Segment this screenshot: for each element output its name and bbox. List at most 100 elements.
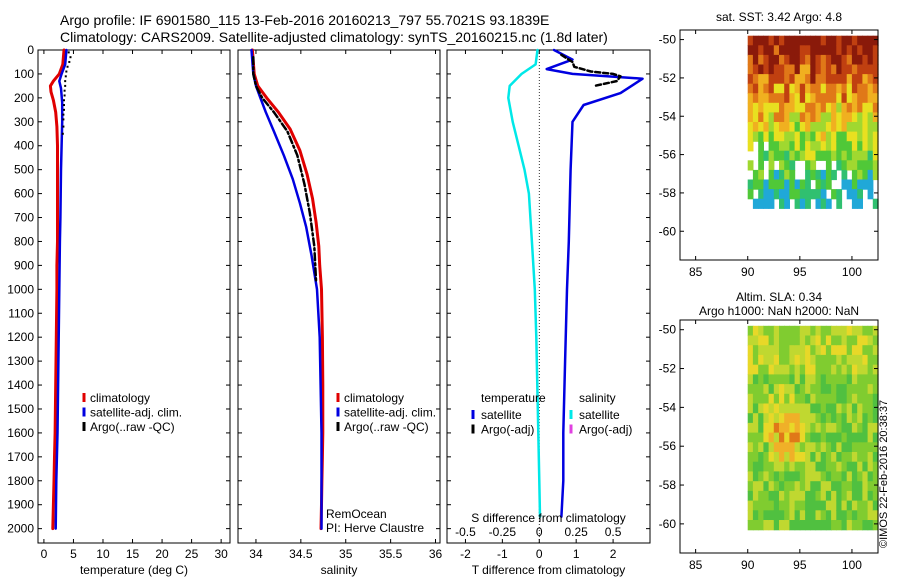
heatmap-cell bbox=[836, 422, 843, 434]
heatmap-cell bbox=[815, 403, 822, 414]
y-tick-label: 900 bbox=[14, 258, 34, 272]
heatmap-cell bbox=[768, 160, 775, 171]
heatmap-cell bbox=[752, 198, 759, 209]
heatmap-cell bbox=[752, 54, 759, 66]
heatmap-cell bbox=[841, 442, 848, 453]
heatmap-cell bbox=[763, 150, 770, 161]
heatmap-cell bbox=[831, 393, 837, 405]
y-tick-label: 1600 bbox=[7, 426, 34, 440]
heatmap-cell bbox=[805, 471, 811, 482]
heatmap-cell bbox=[846, 189, 853, 200]
heatmap-cell bbox=[810, 520, 817, 531]
heatmap-cell bbox=[820, 452, 827, 463]
heatmap-cell bbox=[810, 35, 817, 46]
heatmap-cell bbox=[820, 510, 827, 521]
heatmap-cell bbox=[872, 403, 879, 414]
heatmap-cell bbox=[825, 45, 832, 56]
heatmap-cell bbox=[831, 520, 837, 531]
heatmap-cell bbox=[862, 160, 869, 171]
heatmap-cell bbox=[836, 102, 843, 113]
heatmap-cell bbox=[851, 198, 858, 209]
heatmap-cell bbox=[820, 150, 827, 161]
legend-label: satellite-adj. clim. bbox=[344, 406, 436, 420]
heatmap-cell bbox=[825, 374, 832, 385]
data-point-temperature bbox=[66, 65, 69, 68]
heatmap-cell bbox=[846, 432, 853, 443]
heatmap-cell bbox=[825, 413, 832, 424]
heatmap-cell bbox=[825, 325, 832, 337]
heatmap-cell bbox=[867, 481, 874, 492]
series-line-differences bbox=[545, 48, 644, 518]
heatmap-cell bbox=[862, 490, 869, 502]
heatmap-cell bbox=[752, 64, 759, 75]
heatmap-cell bbox=[763, 102, 770, 113]
heatmap-cell bbox=[867, 345, 874, 356]
heatmap-cell bbox=[851, 403, 858, 414]
heatmap-cell bbox=[789, 102, 796, 113]
heatmap-cell bbox=[763, 45, 770, 56]
heatmap-cell bbox=[846, 422, 853, 434]
heatmap-cell bbox=[862, 520, 869, 531]
heatmap-cell bbox=[768, 452, 775, 463]
heatmap-cell bbox=[872, 160, 879, 171]
heatmap-cell bbox=[836, 74, 843, 85]
heatmap-cell bbox=[758, 198, 764, 209]
heatmap-cell bbox=[836, 500, 843, 511]
heatmap-cell bbox=[768, 131, 775, 142]
heatmap-cell bbox=[862, 422, 869, 434]
heatmap-cell bbox=[779, 345, 785, 356]
heatmap-cell bbox=[789, 442, 796, 453]
heatmap-cell bbox=[784, 179, 790, 190]
heatmap-cell bbox=[779, 393, 785, 405]
heatmap-cell bbox=[872, 393, 879, 405]
heatmap-cell bbox=[758, 442, 764, 453]
heatmap-cells-sst_map bbox=[747, 35, 879, 209]
heatmap-cell bbox=[747, 461, 754, 472]
heatmap-cell bbox=[851, 354, 858, 366]
heatmap-cell bbox=[789, 335, 796, 346]
heatmap-cell bbox=[825, 364, 832, 375]
heatmap-cell bbox=[815, 510, 822, 521]
data-point-temperature bbox=[62, 108, 65, 111]
heatmap-cell bbox=[867, 461, 874, 472]
heatmap-cell bbox=[815, 35, 822, 46]
heatmap-cell bbox=[752, 131, 759, 142]
heatmap-cell bbox=[857, 442, 863, 453]
heatmap-cell bbox=[747, 102, 754, 113]
heatmap-cell bbox=[841, 452, 848, 463]
heatmap-cell bbox=[768, 122, 775, 133]
heatmap-cell bbox=[752, 179, 759, 190]
heatmap-cell bbox=[768, 150, 775, 161]
heatmap-cell bbox=[851, 364, 858, 375]
heatmap-cell bbox=[846, 179, 853, 190]
heatmap-cell bbox=[773, 520, 780, 531]
heatmap-cell bbox=[810, 452, 817, 463]
heatmap-cell bbox=[758, 393, 764, 405]
x-tick-label: 0 bbox=[41, 547, 48, 561]
heatmap-cell bbox=[794, 122, 801, 133]
heatmap-cell bbox=[747, 325, 754, 337]
heatmap-cell bbox=[805, 345, 811, 356]
heatmap-cell bbox=[810, 83, 817, 94]
heatmap-cell bbox=[799, 45, 806, 56]
heatmap-cell bbox=[857, 481, 863, 492]
heatmap-cell bbox=[810, 500, 817, 511]
heatmap-cell bbox=[862, 461, 869, 472]
heatmap-cell bbox=[836, 35, 843, 46]
heatmap-cell bbox=[805, 461, 811, 472]
heatmap-cell bbox=[773, 374, 780, 385]
heatmap-cell bbox=[836, 364, 843, 375]
heatmap-cell bbox=[872, 83, 879, 94]
heatmap-cell bbox=[810, 189, 817, 200]
heatmap-cell bbox=[784, 393, 790, 405]
y-tick-label: 2000 bbox=[7, 522, 34, 536]
heatmap-cell bbox=[857, 93, 863, 104]
legend-label: satellite bbox=[481, 408, 522, 422]
heatmap-cell bbox=[867, 54, 874, 66]
legend-label: satellite-adj. clim. bbox=[90, 406, 182, 420]
heatmap-cell bbox=[862, 74, 869, 85]
heatmap-cell bbox=[846, 442, 853, 453]
heatmap-cell bbox=[851, 452, 858, 463]
heatmap-cell bbox=[820, 169, 827, 181]
heatmap-cell bbox=[836, 461, 843, 472]
